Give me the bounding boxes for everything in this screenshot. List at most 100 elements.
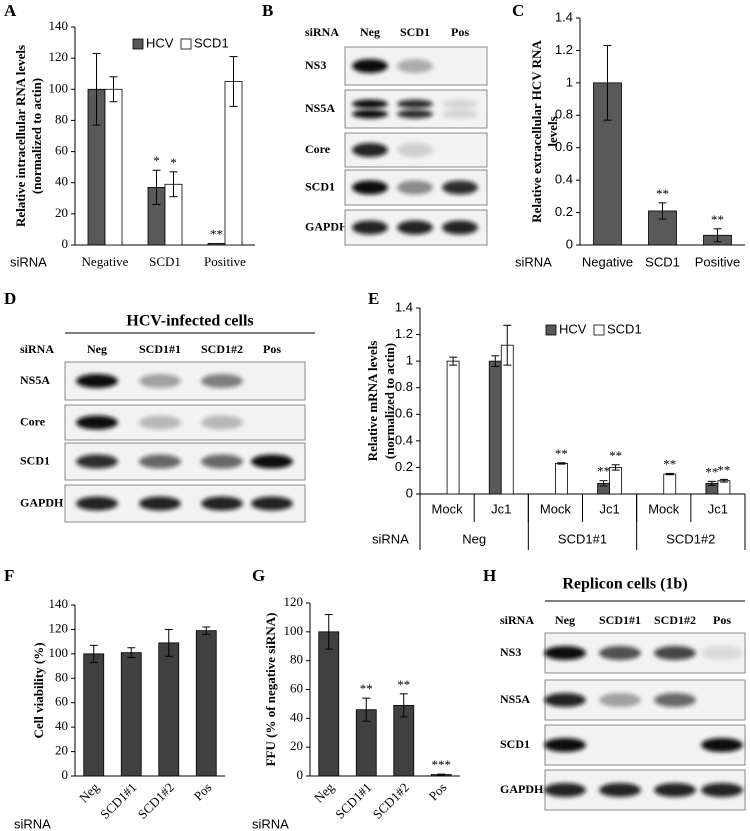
band bbox=[201, 415, 243, 430]
panel-letter: C bbox=[512, 1, 524, 20]
y-tick-label: 140 bbox=[49, 596, 69, 611]
error-bar bbox=[599, 480, 608, 487]
significance: *** bbox=[432, 757, 452, 772]
significance: ** bbox=[555, 446, 568, 461]
y-tick-label: 20 bbox=[55, 743, 68, 758]
legend-label: HCV bbox=[559, 321, 587, 336]
y-axis-label: Cell viability (%) bbox=[31, 642, 46, 738]
error-bar bbox=[665, 472, 674, 476]
bar bbox=[120, 652, 142, 777]
band bbox=[352, 180, 388, 195]
y-tick-label: 0 bbox=[566, 236, 573, 251]
lane-label: SCD1#2 bbox=[654, 613, 696, 627]
significance: ** bbox=[360, 681, 373, 696]
y-tick-label: 0.6 bbox=[395, 406, 413, 421]
y-tick-label: 60 bbox=[55, 694, 68, 709]
lane-label: Neg bbox=[360, 25, 380, 39]
y-axis-label: levels bbox=[545, 116, 560, 146]
y-tick-label: 40 bbox=[290, 709, 303, 724]
row-label: GAPDH bbox=[305, 219, 349, 233]
panel-letter: F bbox=[4, 566, 14, 585]
error-bar bbox=[713, 228, 722, 243]
error-bar bbox=[399, 693, 408, 718]
bar bbox=[158, 642, 180, 777]
significance: ** bbox=[397, 677, 410, 692]
x-tick-label: SCD1#1 bbox=[97, 780, 139, 822]
error-bar bbox=[611, 464, 620, 471]
band bbox=[201, 374, 243, 388]
error-bar bbox=[449, 356, 458, 366]
group-label: SCD1#1 bbox=[558, 531, 607, 546]
lane-label: SCD1#2 bbox=[201, 342, 243, 356]
bar bbox=[488, 360, 502, 495]
row-label: Core bbox=[20, 414, 46, 428]
bar bbox=[500, 344, 514, 495]
error-bar bbox=[719, 478, 728, 483]
error-bar bbox=[127, 647, 136, 659]
y-axis-label: Relative intracellular RNA levels bbox=[13, 45, 28, 227]
x-axis-label: siRNA bbox=[14, 816, 51, 831]
panel-letter: B bbox=[262, 1, 273, 20]
bar bbox=[555, 463, 568, 495]
y-tick-label: 1.2 bbox=[395, 326, 413, 341]
band bbox=[251, 496, 293, 511]
y-tick-label: 80 bbox=[55, 111, 68, 126]
y-tick-label: 0.2 bbox=[555, 204, 573, 219]
error-bar bbox=[229, 56, 238, 107]
error-bar bbox=[164, 628, 173, 657]
band bbox=[397, 180, 433, 195]
lane-label: Pos bbox=[263, 342, 281, 356]
error-bar bbox=[437, 773, 446, 776]
x-axis-label: siRNA bbox=[10, 254, 47, 269]
band bbox=[701, 738, 743, 752]
y-tick-label: 80 bbox=[290, 652, 303, 667]
lane-header: siRNA bbox=[500, 613, 534, 627]
band bbox=[654, 783, 696, 797]
x-tick-label: Mock bbox=[540, 501, 572, 516]
y-axis-label: (normalized to actin) bbox=[29, 78, 44, 194]
band bbox=[599, 693, 641, 707]
x-tick-label: Positive bbox=[204, 254, 246, 269]
error-bar bbox=[89, 644, 98, 663]
y-tick-label: 40 bbox=[55, 174, 68, 189]
blot-title: HCV-infected cells bbox=[126, 313, 253, 330]
band bbox=[397, 220, 433, 235]
panel-letter: H bbox=[483, 566, 496, 585]
y-axis-label: (normalized to actin) bbox=[382, 343, 397, 459]
band bbox=[397, 143, 433, 157]
y-tick-label: 0 bbox=[406, 485, 413, 500]
significance: ** bbox=[711, 212, 724, 227]
y-tick-label: 1.4 bbox=[555, 9, 573, 24]
blot-title: Replicon cells (1b) bbox=[562, 576, 687, 593]
y-tick-label: 0 bbox=[62, 767, 69, 782]
band bbox=[397, 109, 433, 119]
band bbox=[654, 693, 696, 707]
panel-letter: G bbox=[252, 566, 265, 585]
row-label: NS3 bbox=[500, 645, 521, 659]
y-axis-label: Relative mRNA levels bbox=[365, 341, 380, 462]
row-label: SCD1 bbox=[20, 453, 50, 467]
row-label: NS5A bbox=[305, 101, 335, 115]
band bbox=[76, 454, 118, 469]
significance: ** bbox=[210, 226, 223, 241]
x-tick-label: SCD1#2 bbox=[135, 780, 177, 822]
x-tick-label: Neg bbox=[311, 779, 337, 805]
y-tick-label: 80 bbox=[55, 669, 68, 684]
x-axis-label: siRNA bbox=[515, 254, 552, 269]
x-tick-label: Jc1 bbox=[491, 501, 511, 516]
x-tick-label: SCD1#2 bbox=[370, 780, 412, 822]
y-tick-label: 0.6 bbox=[555, 139, 573, 154]
band bbox=[544, 783, 586, 797]
band bbox=[599, 783, 641, 797]
significance: * bbox=[153, 153, 160, 168]
x-tick-label: Neg bbox=[76, 779, 102, 805]
error-bar bbox=[707, 480, 716, 486]
error-bar bbox=[658, 202, 667, 220]
lane-header: siRNA bbox=[20, 342, 54, 356]
band bbox=[201, 496, 243, 511]
lane-label: Neg bbox=[555, 613, 575, 627]
band bbox=[139, 496, 181, 511]
legend-swatch bbox=[593, 324, 605, 336]
row-label: SCD1 bbox=[305, 179, 335, 193]
